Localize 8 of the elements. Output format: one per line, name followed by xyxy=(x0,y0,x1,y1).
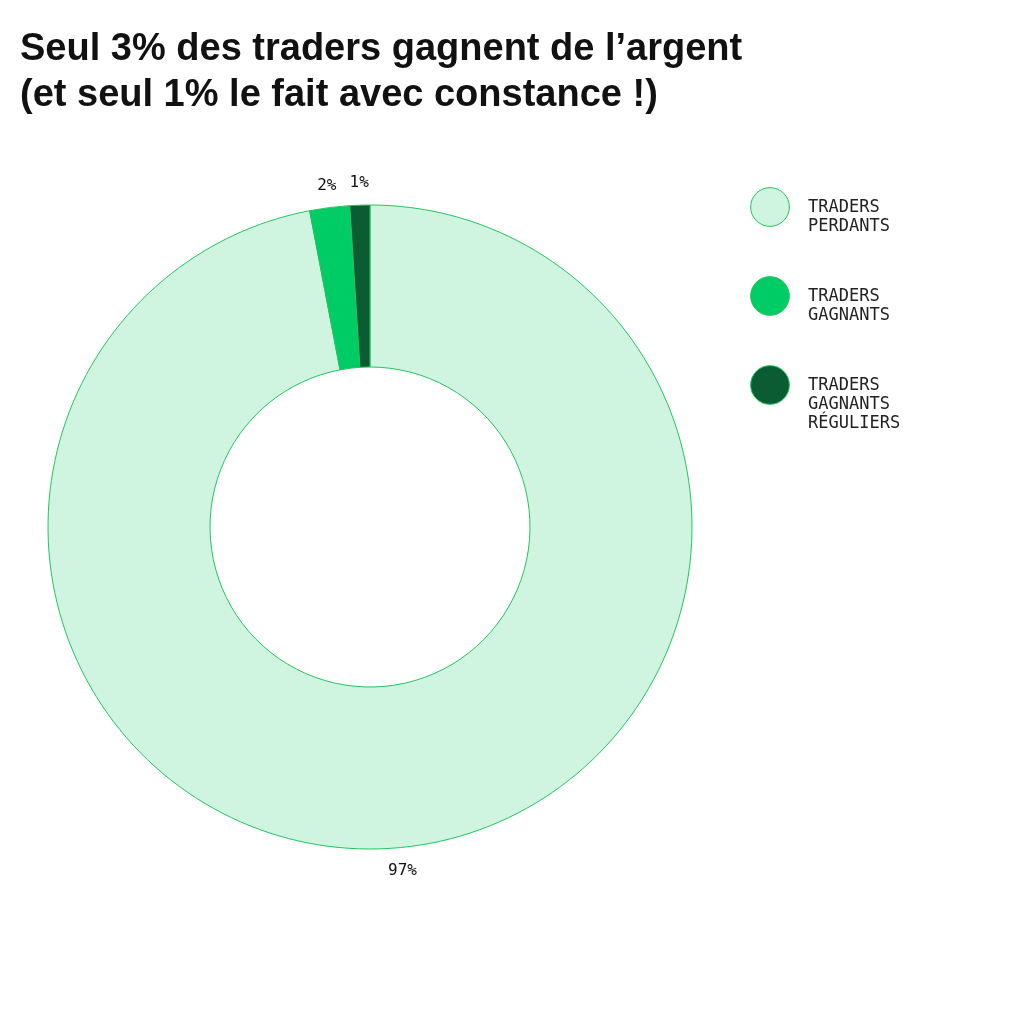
data-label: 97% xyxy=(388,860,418,880)
legend-label: TRADERS GAGNANTS RÉGULIERS xyxy=(808,374,901,432)
data-label: 2% xyxy=(317,174,337,194)
legend-label: TRADERS PERDANTS xyxy=(808,196,890,235)
donut-slice xyxy=(47,204,693,850)
data-label: 1% xyxy=(349,172,370,192)
legend-label: TRADERS GAGNANTS xyxy=(808,285,890,324)
chart-title: Seul 3% des traders gagnent de l’argent (et seul 1% le fait avec constance !) xyxy=(20,26,743,115)
